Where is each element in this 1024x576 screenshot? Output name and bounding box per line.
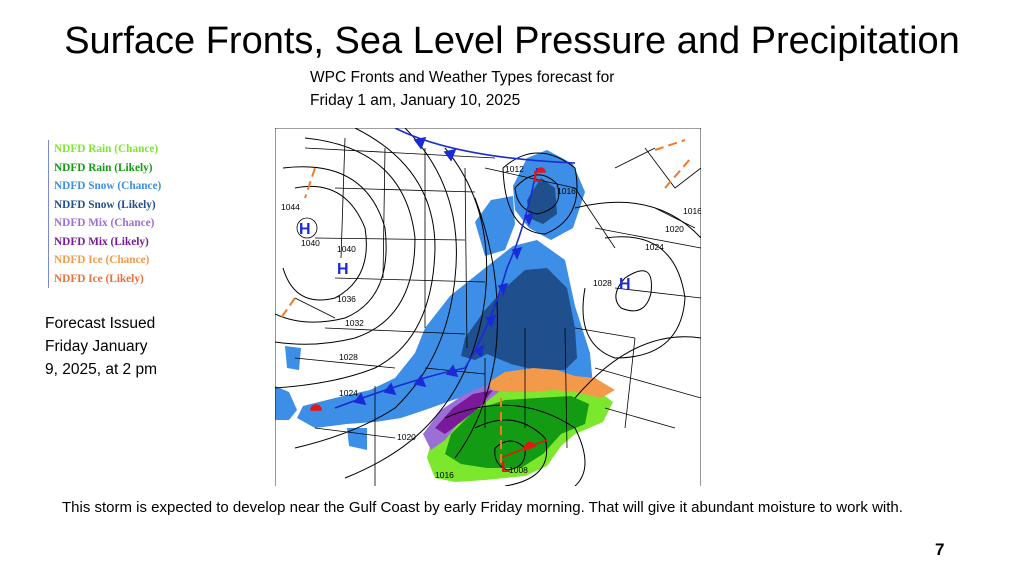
low-symbol: L	[501, 459, 511, 476]
high-symbol: H	[299, 221, 311, 238]
legend-item-mix-chance: NDFD Mix (Chance)	[54, 217, 155, 229]
low-symbol: L	[533, 169, 543, 186]
isobar-label: 1024	[645, 242, 664, 252]
isobar-label: 1024	[339, 388, 358, 398]
page-number: 7	[935, 540, 945, 559]
subtitle-line-1: WPC Fronts and Weather Types forecast fo…	[310, 69, 615, 86]
isobar-label: 1036	[337, 294, 356, 304]
high-symbol: H	[337, 261, 349, 278]
isobars	[275, 128, 701, 486]
pressure-centers: H H H L L	[296, 169, 631, 476]
isobar-label: 1020	[397, 432, 416, 442]
trough-lines	[280, 139, 692, 468]
legend-item-rain-likely: NDFD Rain (Likely)	[54, 161, 153, 174]
precip-legend: NDFD Rain (Chance) NDFD Rain (Likely) ND…	[48, 140, 194, 288]
legend-item-ice-chance: NDFD Ice (Chance)	[54, 254, 150, 266]
warm-fronts	[310, 167, 548, 459]
legend-item-ice-likely: NDFD Ice (Likely)	[54, 272, 144, 285]
issued-line-2: Friday January	[45, 338, 148, 355]
subtitle-line-2: Friday 1 am, January 10, 2025	[310, 92, 521, 109]
isobar-label: 1032	[345, 318, 364, 328]
issued-line-1: Forecast Issued	[45, 315, 156, 332]
snow-likely-lakes	[527, 178, 557, 224]
isobar-label: 1008	[509, 465, 528, 475]
isobar-label: 1028	[593, 278, 612, 288]
snow-likely-area	[461, 268, 577, 370]
slide-caption: This storm is expected to develop near t…	[62, 499, 903, 516]
high-symbol: H	[619, 276, 631, 293]
isobar-label: 1040	[301, 238, 320, 248]
weather-map: H H H L L 1044 1040 1040 1036 1032 1028 …	[275, 128, 701, 486]
ice-chance-area	[489, 368, 615, 398]
legend-item-rain-chance: NDFD Rain (Chance)	[54, 143, 159, 155]
legend-item-snow-likely: NDFD Snow (Likely)	[54, 198, 156, 211]
isobar-label: 1028	[339, 352, 358, 362]
snow-chance-rockies	[285, 346, 301, 370]
legend-item-snow-chance: NDFD Snow (Chance)	[54, 180, 162, 192]
isobar-label: 1040	[337, 244, 356, 254]
issued-line-3: 9, 2025, at 2 pm	[45, 361, 158, 378]
isobar-label: 1020	[665, 224, 684, 234]
isobar-label: 1016	[435, 470, 454, 480]
isobar-label: 1044	[281, 202, 300, 212]
rain-likely-area	[445, 396, 589, 468]
isobar-label: 1016	[683, 206, 701, 216]
isobar-labels: 1044 1040 1040 1036 1032 1028 1024 1020 …	[281, 164, 701, 480]
snow-chance-west	[275, 386, 297, 420]
legend-item-mix-likely: NDFD Mix (Likely)	[54, 235, 149, 248]
cold-fronts	[334, 128, 576, 409]
mix-likely-area	[435, 390, 493, 434]
map-subtitle: WPC Fronts and Weather Types forecast fo…	[310, 66, 614, 112]
forecast-issued-note: Forecast Issued Friday January 9, 2025, …	[45, 312, 195, 381]
slide-title: Surface Fronts, Sea Level Pressure and P…	[64, 20, 960, 62]
isobar-label: 1012	[505, 164, 524, 174]
isobar-label: 1016	[557, 186, 576, 196]
